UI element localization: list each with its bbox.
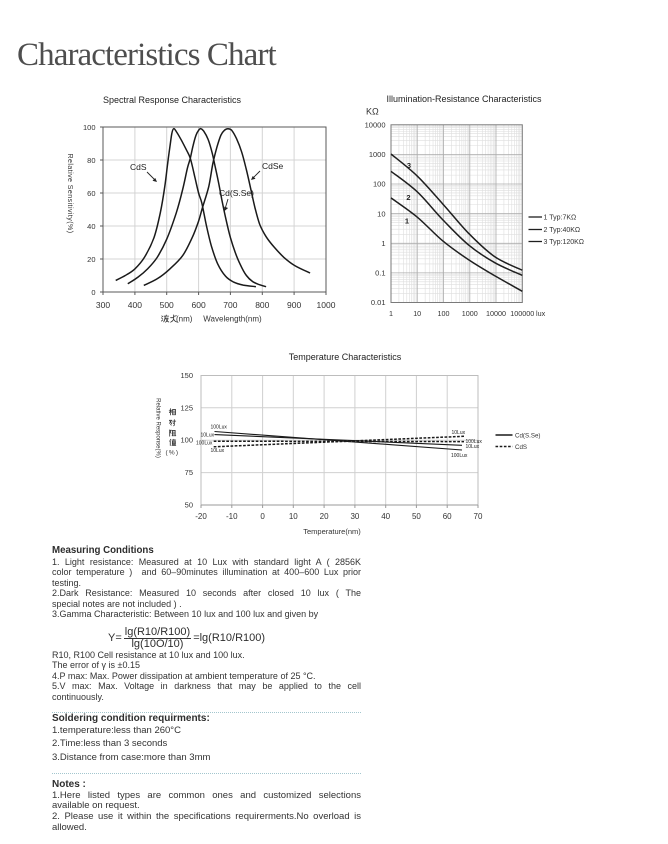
svg-text:10Lux: 10Lux: [201, 432, 215, 438]
svg-text:Wavelength(nm): Wavelength(nm): [203, 315, 262, 324]
svg-text:10Lux: 10Lux: [452, 430, 466, 436]
svg-text:800: 800: [255, 300, 269, 310]
svg-text:400: 400: [128, 300, 142, 310]
svg-text:100Lux: 100Lux: [211, 424, 228, 430]
svg-text:(nm): (nm): [176, 315, 193, 324]
svg-text:900: 900: [287, 300, 301, 310]
svg-text:Illumination-Resistance Charac: Illumination-Resistance Characteristics: [386, 94, 542, 104]
svg-text:75: 75: [185, 468, 193, 477]
svg-text:-20: -20: [195, 512, 207, 521]
svg-text:300: 300: [96, 300, 110, 310]
svg-text:40: 40: [87, 222, 95, 231]
svg-text:Spectral Response Characterist: Spectral Response Characteristics: [103, 95, 242, 105]
svg-text:10: 10: [289, 512, 298, 521]
svg-text:1000: 1000: [369, 150, 386, 159]
svg-text:1: 1: [405, 216, 409, 225]
svg-text:60: 60: [87, 189, 95, 198]
svg-text:1000: 1000: [462, 309, 478, 318]
svg-text:CdS: CdS: [130, 162, 147, 172]
svg-text:100: 100: [438, 309, 450, 318]
svg-text:100Lux: 100Lux: [451, 453, 468, 459]
svg-text:80: 80: [87, 156, 95, 165]
svg-text:10Lux: 10Lux: [211, 448, 225, 454]
svg-text:CdSe: CdSe: [262, 161, 284, 171]
svg-text:Cd(S.Se): Cd(S.Se): [219, 188, 254, 198]
svg-text:CdS: CdS: [515, 444, 527, 451]
svg-text:30: 30: [350, 512, 359, 521]
svg-text:-10: -10: [226, 512, 238, 521]
svg-text:50: 50: [185, 500, 193, 509]
svg-text:3: 3: [407, 161, 411, 170]
svg-text:10: 10: [413, 309, 421, 318]
svg-text:1: 1: [381, 239, 385, 248]
svg-text:700: 700: [223, 300, 237, 310]
svg-text:1 Typ:7KΩ: 1 Typ:7KΩ: [544, 215, 577, 222]
svg-text:10000: 10000: [365, 120, 386, 129]
svg-text:(%): (%): [166, 449, 180, 456]
svg-text:Cd(S.Se): Cd(S.Se): [515, 433, 540, 440]
svg-text:1000: 1000: [317, 300, 336, 310]
svg-text:20: 20: [320, 512, 329, 521]
svg-text:40: 40: [381, 512, 390, 521]
svg-text:10: 10: [377, 209, 385, 218]
svg-text:100: 100: [180, 436, 193, 445]
svg-text:100: 100: [83, 123, 96, 132]
svg-text:100Lux: 100Lux: [196, 440, 213, 446]
svg-text:125: 125: [180, 403, 193, 412]
svg-text:Relative Sensitivity(%): Relative Sensitivity(%): [66, 154, 73, 234]
svg-text:100000: 100000: [510, 309, 534, 318]
svg-text:2 Typ:40KΩ: 2 Typ:40KΩ: [544, 227, 581, 234]
svg-text:0: 0: [260, 512, 265, 521]
svg-text:70: 70: [474, 512, 483, 521]
svg-text:Temperature(nm): Temperature(nm): [303, 527, 361, 536]
svg-text:3 Typ:120KΩ: 3 Typ:120KΩ: [544, 239, 585, 246]
svg-text:50: 50: [412, 512, 421, 521]
svg-text:Temperature Characteristics: Temperature Characteristics: [289, 352, 402, 362]
svg-text:Relative Response(%): Relative Response(%): [155, 398, 161, 458]
svg-text:100Lux: 100Lux: [466, 439, 483, 445]
svg-text:500: 500: [160, 300, 174, 310]
svg-text:2: 2: [406, 193, 410, 202]
svg-text:100: 100: [373, 180, 386, 189]
svg-text:0: 0: [91, 288, 95, 297]
svg-text:0.1: 0.1: [375, 269, 385, 278]
svg-text:20: 20: [87, 255, 95, 264]
svg-text:600: 600: [192, 300, 206, 310]
svg-text:150: 150: [180, 371, 193, 380]
svg-text:lux: lux: [536, 309, 546, 318]
svg-text:0.01: 0.01: [371, 298, 386, 307]
svg-text:60: 60: [443, 512, 452, 521]
svg-text:KΩ: KΩ: [366, 107, 379, 117]
svg-text:1: 1: [389, 309, 393, 318]
svg-text:10000: 10000: [486, 309, 506, 318]
svg-text:10Lux: 10Lux: [466, 444, 480, 450]
